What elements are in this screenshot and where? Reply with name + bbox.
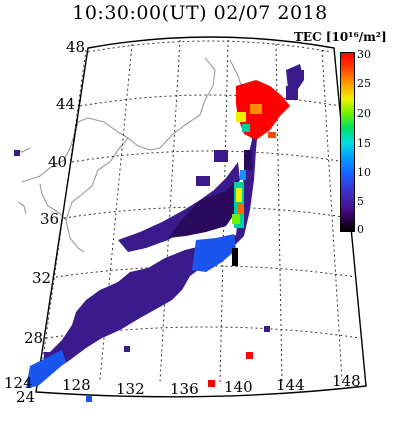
lon-label-132: 132 <box>116 380 145 398</box>
colorbar-tick-30: 30 <box>357 48 371 61</box>
lon-label-140: 140 <box>224 378 253 396</box>
tec-isolated-points <box>14 150 270 387</box>
lat-label-40: 40 <box>48 153 68 171</box>
lat-label-36: 36 <box>40 210 60 228</box>
colorbar-tick-10: 10 <box>357 166 371 179</box>
lon-label-148: 148 <box>332 372 361 390</box>
lat-label-44: 44 <box>56 95 76 113</box>
tec-darker-region <box>168 180 240 238</box>
lat-label-28: 28 <box>24 329 44 347</box>
colorbar-tick-25: 25 <box>357 77 371 90</box>
colorbar-title: TEC [10¹⁶/m²] <box>294 30 387 44</box>
colorbar-tick-0: 0 <box>357 223 364 236</box>
lon-label-124: 124 <box>4 374 33 392</box>
lon-label-144: 144 <box>276 376 305 394</box>
lon-label-128: 128 <box>62 376 91 394</box>
lat-label-32: 32 <box>32 269 52 287</box>
colorbar-tick-20: 20 <box>357 107 371 120</box>
map-frame <box>35 36 367 398</box>
lat-label-48: 48 <box>66 38 86 56</box>
colorbar <box>340 52 355 232</box>
lat-label-24: 24 <box>16 388 36 406</box>
map-title: 10:30:00(UT) 02/07 2018 <box>72 2 328 24</box>
colorbar-tick-15: 15 <box>357 137 371 150</box>
tec-saturated-region <box>236 70 304 140</box>
lon-label-136: 136 <box>170 380 199 398</box>
colorbar-tick-5: 5 <box>357 195 364 208</box>
tec-mid-region <box>26 234 236 402</box>
tec-high-strip <box>232 150 252 266</box>
